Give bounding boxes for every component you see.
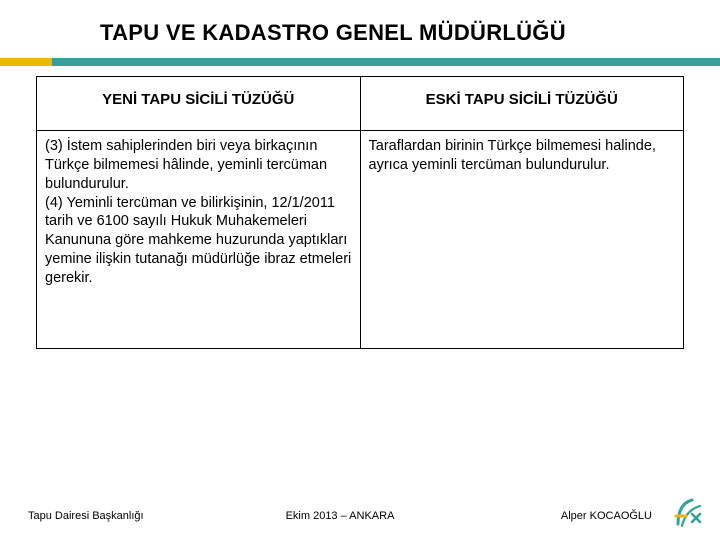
page-title: TAPU VE KADASTRO GENEL MÜDÜRLÜĞÜ	[100, 20, 720, 46]
comparison-table: YENİ TAPU SİCİLİ TÜZÜĞÜ ESKİ TAPU SİCİLİ…	[36, 76, 684, 349]
accent-bar	[0, 58, 720, 66]
accent-teal-segment	[52, 58, 720, 66]
tk-logo-icon	[672, 494, 708, 530]
header-new-law: YENİ TAPU SİCİLİ TÜZÜĞÜ	[37, 77, 361, 131]
footer-left: Tapu Dairesi Başkanlığı	[28, 510, 236, 522]
table-header-row: YENİ TAPU SİCİLİ TÜZÜĞÜ ESKİ TAPU SİCİLİ…	[37, 77, 684, 131]
footer: Tapu Dairesi Başkanlığı Ekim 2013 – ANKA…	[0, 510, 720, 522]
footer-right: Alper KOCAOĞLU	[444, 510, 692, 522]
accent-yellow-segment	[0, 58, 52, 66]
header-old-law: ESKİ TAPU SİCİLİ TÜZÜĞÜ	[360, 77, 684, 131]
cell-old-law: Taraflardan birinin Türkçe bilmemesi hal…	[360, 131, 684, 349]
footer-mid: Ekim 2013 – ANKARA	[236, 510, 444, 522]
cell-new-law: (3) İstem sahiplerinden biri veya birkaç…	[37, 131, 361, 349]
table-row: (3) İstem sahiplerinden biri veya birkaç…	[37, 131, 684, 349]
